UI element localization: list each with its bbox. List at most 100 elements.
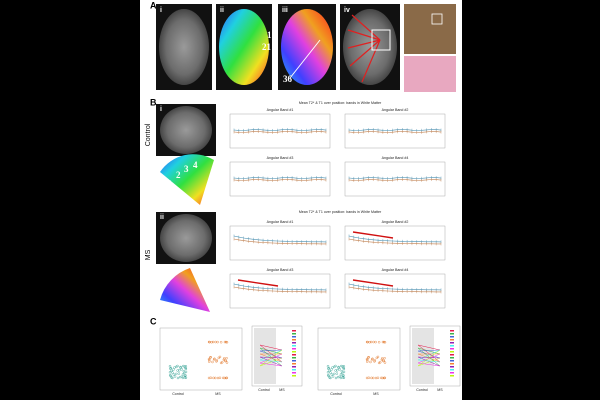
point <box>171 371 174 374</box>
legend-swatch <box>292 345 296 347</box>
arrows <box>347 14 381 83</box>
point <box>209 376 212 379</box>
plot-title: Angular Band #3 <box>267 156 294 160</box>
point <box>212 376 215 380</box>
point <box>342 370 346 374</box>
legend-swatch <box>450 354 454 356</box>
curve <box>233 131 327 133</box>
point <box>369 340 373 344</box>
roi-box <box>371 29 391 51</box>
section-title: Mean T2* & T1 over position: bands in Wh… <box>299 101 382 105</box>
point <box>177 372 181 375</box>
point <box>218 376 222 380</box>
point <box>338 368 341 371</box>
point <box>209 356 212 359</box>
annotation: 36 <box>283 74 293 84</box>
plot-title: Angular Band #1 <box>267 108 294 112</box>
series <box>259 347 283 355</box>
series <box>259 356 283 359</box>
series <box>259 344 283 351</box>
series <box>417 353 441 364</box>
point <box>175 365 178 369</box>
point <box>330 373 334 376</box>
brain-slice <box>343 9 397 85</box>
point <box>218 355 222 359</box>
band-number: 2 <box>209 286 214 296</box>
group-label: MS <box>145 249 152 260</box>
point <box>377 341 381 344</box>
curve <box>348 283 442 291</box>
brain-map <box>281 9 333 85</box>
curve <box>348 131 442 133</box>
point <box>335 372 339 375</box>
subpanel-label: iv <box>344 7 350 14</box>
plot-frame <box>317 327 401 391</box>
group-label: Control <box>330 392 342 396</box>
band-map <box>160 154 214 205</box>
point <box>222 358 226 361</box>
point <box>383 356 386 360</box>
point <box>370 376 373 380</box>
point <box>225 341 229 344</box>
point <box>184 366 187 370</box>
legend-swatch <box>450 348 454 350</box>
plot-title: Angular Band #3 <box>267 268 294 272</box>
point <box>332 372 336 376</box>
series <box>417 349 441 352</box>
legend-swatch <box>450 342 454 344</box>
group-label: MS <box>373 392 379 396</box>
curve <box>348 129 442 131</box>
point <box>215 360 218 363</box>
plot-title: Angular Band #4 <box>382 268 409 272</box>
plot-title: Angular Band #2 <box>382 220 409 224</box>
plot-frame <box>229 161 331 197</box>
series <box>417 349 441 361</box>
legend-swatch <box>292 348 296 350</box>
point <box>367 376 370 379</box>
legend-swatch <box>292 336 296 338</box>
point <box>168 371 172 374</box>
panel-label: C <box>150 316 157 326</box>
point <box>210 340 213 344</box>
series <box>417 347 441 355</box>
group-label: Control <box>172 392 184 396</box>
point <box>334 369 337 372</box>
point <box>369 360 372 364</box>
point <box>326 371 330 374</box>
legend-swatch <box>450 330 454 332</box>
subpanel-label: i <box>160 106 162 113</box>
band-map <box>160 268 210 312</box>
legend-swatch <box>292 369 296 371</box>
line <box>289 39 321 79</box>
point <box>327 367 330 370</box>
point <box>328 376 331 379</box>
point <box>219 341 223 344</box>
plot-frame <box>229 113 331 149</box>
plot-frame <box>159 327 243 391</box>
point <box>180 375 184 378</box>
point <box>208 360 211 363</box>
point <box>182 371 186 375</box>
subpanel-label: i <box>160 7 162 14</box>
point <box>224 359 227 363</box>
band-number: 4 <box>202 270 207 280</box>
point <box>333 365 336 369</box>
legend-swatch <box>292 339 296 341</box>
point <box>380 357 384 360</box>
point <box>342 366 345 370</box>
brain-map <box>219 9 269 85</box>
series <box>417 349 441 367</box>
point <box>336 369 339 372</box>
point <box>340 370 344 373</box>
plot-frame <box>344 113 446 149</box>
legend-swatch <box>292 360 296 362</box>
band-number: 2 <box>176 170 181 180</box>
tissue-photo <box>404 4 456 54</box>
series <box>259 344 283 363</box>
legend-swatch <box>292 375 296 377</box>
point <box>366 360 369 363</box>
point <box>326 364 330 368</box>
point <box>172 368 175 371</box>
point <box>382 359 385 363</box>
